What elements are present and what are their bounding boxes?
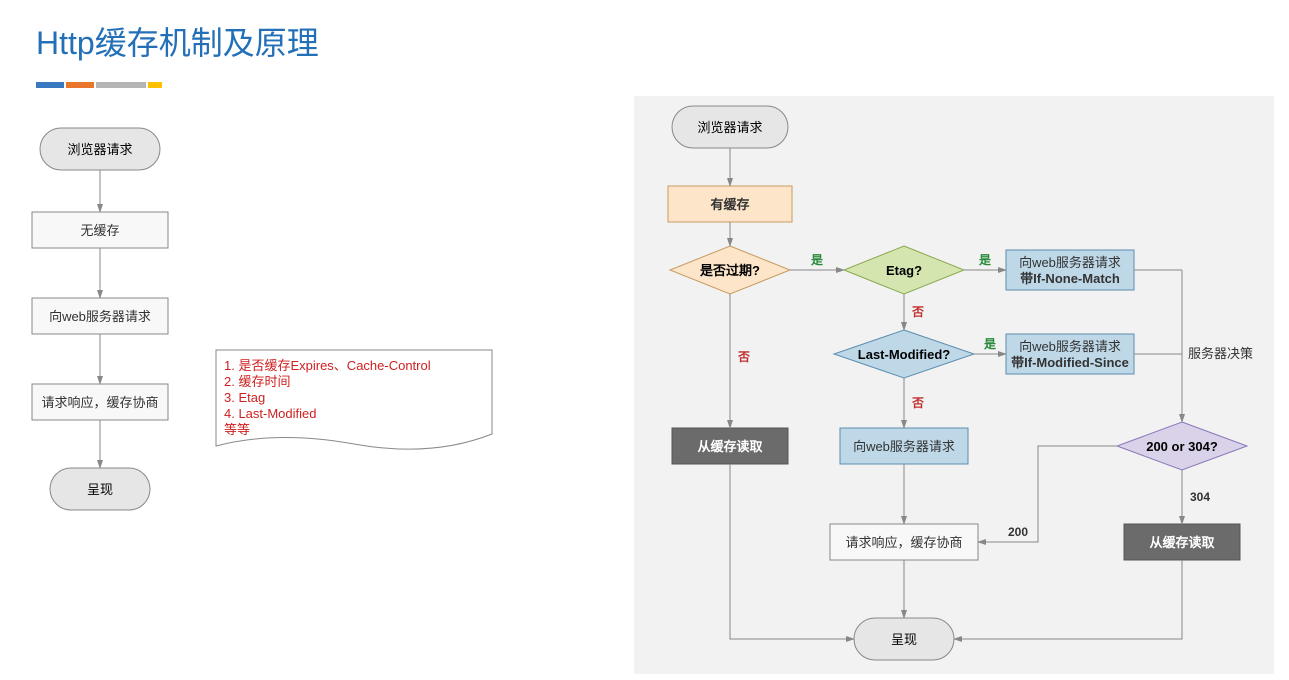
lbl-etag-yes: 是 bbox=[978, 253, 992, 267]
left-render-label: 呈现 bbox=[87, 482, 113, 497]
r-expired-label: 是否过期? bbox=[699, 263, 760, 278]
r-readcache2-label: 从缓存读取 bbox=[1149, 535, 1215, 550]
note-line-3: 4. Last-Modified bbox=[224, 406, 317, 421]
lbl-lm-no: 否 bbox=[911, 396, 924, 410]
lbl-exp-no: 否 bbox=[737, 350, 750, 364]
note-line-0: 1. 是否缓存Expires、Cache-Control bbox=[224, 358, 431, 373]
left-start-label: 浏览器请求 bbox=[67, 142, 132, 157]
r-status-label: 200 or 304? bbox=[1146, 439, 1218, 454]
lbl-exp-yes: 是 bbox=[810, 253, 824, 267]
r-negotiate-label: 请求响应，缓存协商 bbox=[845, 535, 962, 550]
note-line-2: 3. Etag bbox=[224, 390, 265, 405]
r-etag-label: Etag? bbox=[886, 263, 922, 278]
r-nonematch-label1: 向web服务器请求 bbox=[1019, 255, 1121, 270]
r-hascache-label: 有缓存 bbox=[710, 197, 749, 212]
r-nonematch-label2: 带If-None-Match bbox=[1020, 271, 1120, 286]
r-reqweb-label: 向web服务器请求 bbox=[853, 439, 955, 454]
note-line-4: 等等 bbox=[224, 422, 250, 437]
side-label: 服务器决策 bbox=[1188, 346, 1253, 361]
lbl-lm-yes: 是 bbox=[983, 337, 997, 351]
r-modsince-label2: 带If-Modified-Since bbox=[1011, 355, 1129, 370]
lbl-etag-no: 否 bbox=[911, 305, 924, 319]
left-resp-label: 请求响应，缓存协商 bbox=[41, 395, 158, 410]
r-render-label: 呈现 bbox=[891, 632, 917, 647]
r-readcache1-label: 从缓存读取 bbox=[697, 439, 763, 454]
r-start-label: 浏览器请求 bbox=[697, 120, 762, 135]
r-lastmod-label: Last-Modified? bbox=[858, 347, 950, 362]
lbl-200: 200 bbox=[1008, 525, 1028, 539]
r-modsince-label1: 向web服务器请求 bbox=[1019, 339, 1121, 354]
left-req-label: 向web服务器请求 bbox=[49, 309, 151, 324]
diagram-canvas: 浏览器请求无缓存向web服务器请求请求响应，缓存协商呈现1. 是否缓存Expir… bbox=[0, 0, 1289, 680]
note-line-1: 2. 缓存时间 bbox=[224, 374, 290, 389]
lbl-304: 304 bbox=[1190, 490, 1210, 504]
left-nocache-label: 无缓存 bbox=[80, 223, 119, 238]
